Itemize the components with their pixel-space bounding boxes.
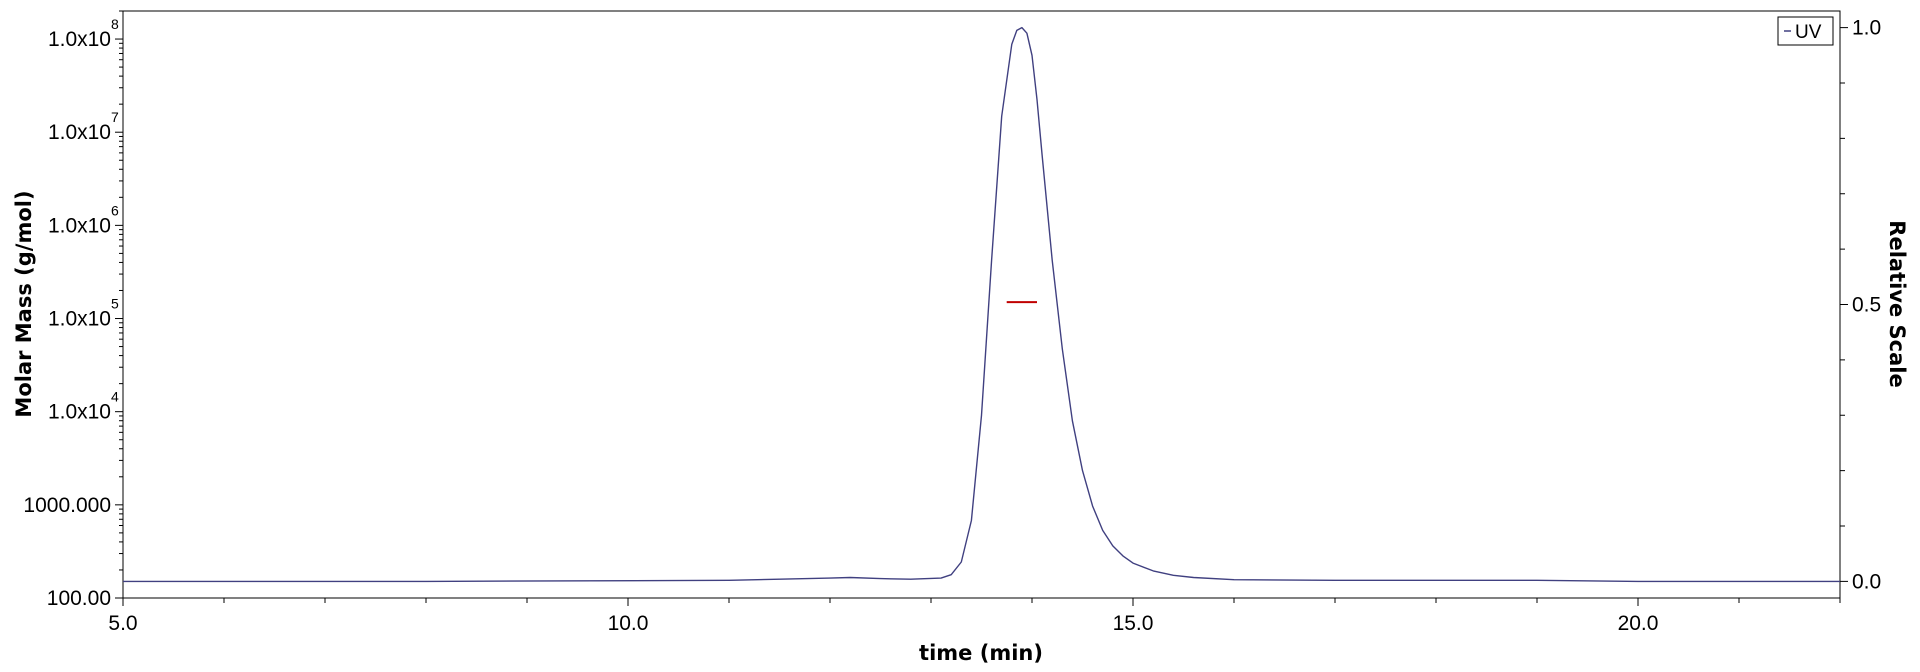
series-layer: [123, 26, 1840, 583]
y-tick-label: 1.0x10: [48, 308, 111, 331]
x-axis: 5.0 10.0 15.0 20.0: [108, 598, 1841, 635]
y2-tick-label: 0.0: [1852, 570, 1881, 593]
y2-axis-title: Relative Scale: [1885, 220, 1909, 387]
y-tick-label: 1.0x10: [48, 401, 111, 424]
y-tick-label: 1.0x10: [48, 121, 111, 144]
plot-area: [122, 10, 1841, 599]
y-tick-exponent: 4: [111, 389, 119, 405]
legend-label-uv: UV: [1795, 22, 1822, 43]
y-tick-exponent: 5: [111, 296, 119, 312]
y-axis-title: Molar Mass (g/mol): [12, 190, 36, 417]
y-tick-exponent: 7: [111, 109, 119, 125]
x-tick-label: 5.0: [108, 612, 137, 635]
x-axis-title: time (min): [919, 641, 1043, 665]
legend: UV: [1777, 16, 1834, 46]
y-tick-label: 1.0x10: [48, 214, 111, 237]
x-tick-label: 20.0: [1618, 612, 1659, 635]
y-axis-left: 100.001000.0001.0x1041.0x1051.0x1061.0x1…: [23, 10, 123, 610]
y-tick-label: 100.00: [47, 587, 111, 610]
y-tick-label: 1000.000: [23, 494, 111, 517]
y-tick-exponent: 6: [111, 202, 119, 218]
y2-tick-label: 1.0: [1852, 17, 1881, 40]
x-tick-label: 10.0: [608, 612, 649, 635]
series-uv: [123, 26, 1840, 583]
y-tick-exponent: 8: [111, 16, 119, 32]
y-axis-right: 0.0 0.5 1.0: [1840, 17, 1881, 593]
x-tick-label: 15.0: [1113, 612, 1154, 635]
y2-tick-label: 0.5: [1852, 294, 1881, 317]
y-tick-label: 1.0x10: [48, 28, 111, 51]
